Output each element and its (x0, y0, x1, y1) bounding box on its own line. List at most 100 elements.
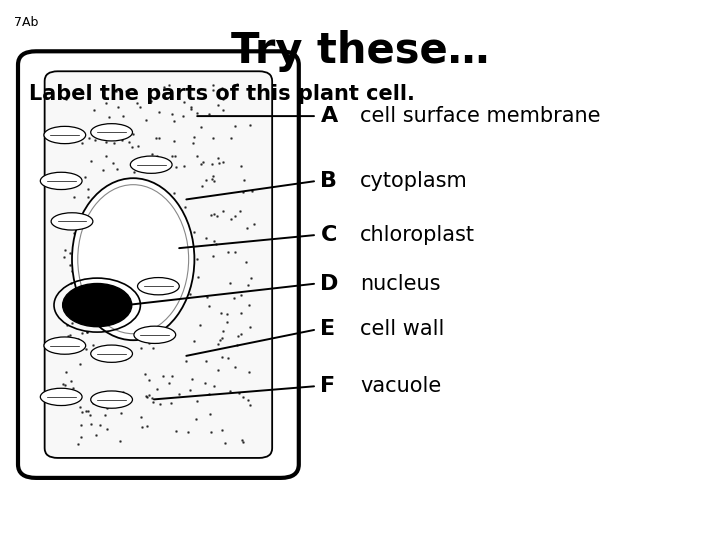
Point (166, 152, 178, 161)
Text: D: D (320, 273, 339, 294)
Point (188, 337, 199, 346)
Point (140, 369, 151, 378)
Point (231, 80, 243, 89)
Point (187, 138, 199, 147)
Point (76, 408, 88, 417)
Point (217, 206, 228, 215)
Point (150, 133, 161, 142)
Point (154, 399, 166, 408)
Text: E: E (320, 319, 336, 340)
Ellipse shape (51, 213, 93, 230)
Point (163, 379, 175, 387)
Point (72, 439, 84, 448)
Point (235, 162, 247, 171)
Point (214, 335, 225, 344)
Point (200, 176, 212, 184)
Point (105, 398, 117, 407)
Point (76, 139, 88, 147)
Point (235, 436, 247, 444)
Point (195, 123, 207, 132)
Point (112, 349, 123, 358)
Point (111, 398, 122, 407)
Point (203, 110, 215, 118)
Point (222, 354, 233, 363)
Ellipse shape (130, 156, 172, 173)
Point (212, 366, 223, 374)
Point (157, 372, 168, 381)
Ellipse shape (63, 284, 132, 327)
Point (225, 215, 237, 224)
Point (231, 341, 243, 349)
Point (120, 355, 131, 363)
Point (60, 305, 71, 314)
Point (76, 421, 87, 429)
Point (208, 210, 220, 218)
Ellipse shape (40, 172, 82, 190)
Point (179, 162, 190, 171)
Point (81, 345, 92, 353)
Point (66, 279, 77, 288)
Point (212, 212, 223, 220)
Text: C: C (320, 225, 337, 245)
Point (238, 393, 249, 401)
Point (67, 384, 78, 393)
Point (184, 290, 196, 299)
Point (217, 83, 228, 92)
Point (60, 368, 71, 377)
Point (81, 328, 92, 336)
Point (90, 431, 102, 440)
Ellipse shape (40, 388, 82, 406)
Ellipse shape (44, 126, 86, 144)
Point (208, 382, 220, 390)
Ellipse shape (44, 337, 86, 354)
Point (208, 237, 220, 245)
Point (78, 308, 89, 317)
Point (168, 137, 180, 145)
Point (229, 247, 240, 256)
Ellipse shape (91, 391, 132, 408)
Text: cell wall: cell wall (360, 319, 444, 340)
Point (81, 407, 92, 415)
Point (110, 388, 122, 396)
Point (83, 185, 94, 193)
Point (194, 320, 206, 329)
Point (109, 138, 120, 147)
Point (97, 165, 109, 174)
Point (235, 309, 247, 318)
Text: Try these…: Try these… (231, 30, 489, 72)
Point (207, 172, 219, 180)
Point (100, 99, 112, 107)
Ellipse shape (134, 326, 176, 343)
Point (181, 357, 192, 366)
Point (81, 327, 93, 336)
Point (111, 165, 122, 174)
Point (174, 390, 185, 399)
Point (207, 252, 219, 261)
Point (204, 302, 215, 310)
Point (207, 80, 218, 89)
Point (212, 153, 223, 162)
Point (146, 150, 158, 159)
Point (204, 409, 216, 418)
Point (66, 267, 77, 275)
Point (145, 97, 157, 106)
Point (184, 386, 196, 394)
Point (164, 161, 176, 170)
Point (186, 103, 197, 111)
Point (181, 428, 193, 437)
Point (168, 188, 180, 197)
Point (212, 340, 223, 348)
Point (84, 411, 95, 420)
Point (71, 213, 83, 222)
Point (99, 410, 111, 419)
Point (75, 432, 86, 441)
Point (158, 83, 170, 91)
Text: cell surface membrane: cell surface membrane (360, 106, 600, 126)
Point (74, 360, 86, 368)
Point (73, 334, 84, 343)
Point (85, 420, 96, 429)
Point (60, 94, 72, 103)
Point (177, 112, 189, 120)
Point (68, 229, 80, 238)
Point (84, 134, 95, 143)
